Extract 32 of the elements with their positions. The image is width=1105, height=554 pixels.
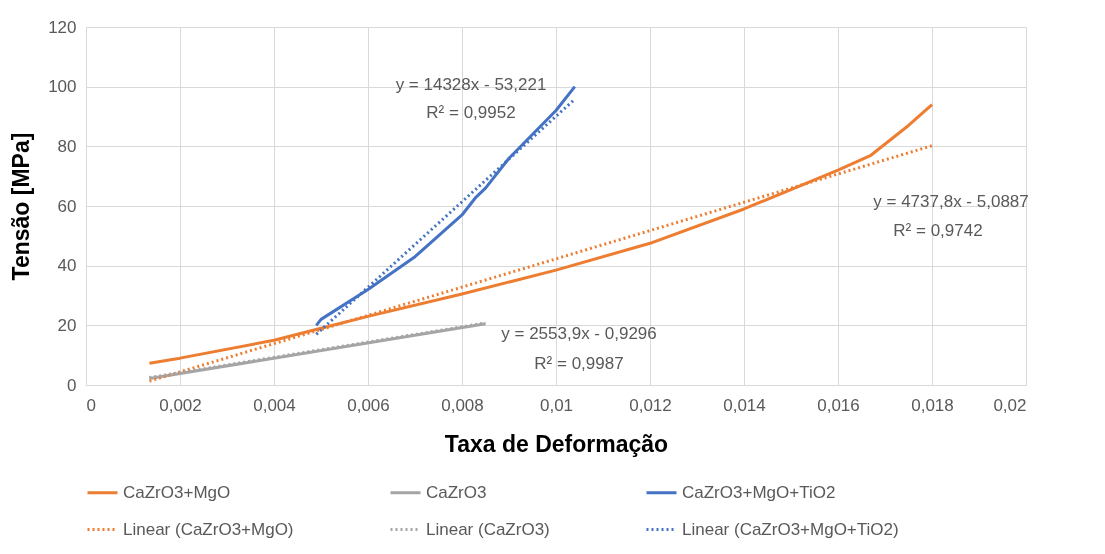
x-tick-label: 0 [86, 395, 96, 415]
y-tick-label: 60 [57, 196, 77, 216]
y-tick-label: 80 [57, 136, 77, 156]
y-axis-title: Tensão [MPa] [8, 132, 35, 281]
annotation: R² = 0,9987 [534, 354, 624, 373]
x-tick-label: 0,002 [159, 395, 202, 415]
legend-label: Linear (CaZrO3+MgO) [123, 519, 294, 539]
x-tick-label: 0,008 [441, 395, 484, 415]
x-tick-label: 0,014 [723, 395, 766, 415]
x-axis-title: Taxa de Deformação [444, 430, 669, 457]
x-tick-label: 0,01 [539, 395, 574, 415]
annotation: y = 14328x - 53,221 [395, 75, 547, 94]
x-tick-label: 0,018 [911, 395, 954, 415]
y-tick-label: 40 [57, 256, 77, 276]
y-tick-label: 0 [67, 375, 77, 395]
legend-label: Linear (CaZrO3+MgO+TiO2) [682, 519, 899, 539]
annotation: R² = 0,9742 [893, 221, 983, 240]
annotation: y = 2553,9x - 0,9296 [501, 324, 657, 343]
x-tick-label: 0,016 [817, 395, 860, 415]
y-tick-label: 20 [57, 315, 77, 335]
legend-label: CaZrO3 [426, 482, 487, 502]
y-tick-label: 100 [48, 77, 77, 97]
legend-label: CaZrO3+MgO [123, 482, 231, 502]
y-tick-label: 120 [48, 17, 77, 37]
annotation: y = 4737,8x - 5,0887 [873, 192, 1029, 211]
x-tick-label: 0,006 [347, 395, 390, 415]
legend-label: Linear (CaZrO3) [426, 519, 550, 539]
x-tick-label: 0,012 [629, 395, 672, 415]
legend-label: CaZrO3+MgO+TiO2 [682, 482, 836, 502]
x-tick-label: 0,004 [253, 395, 296, 415]
annotation: R² = 0,9952 [426, 103, 516, 122]
x-tick-label: 0,02 [993, 395, 1027, 415]
